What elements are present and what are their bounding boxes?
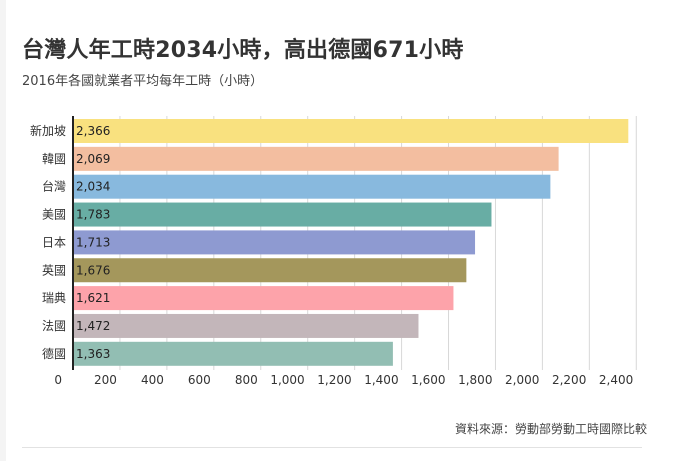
bar — [73, 230, 476, 255]
category-label: 台灣 — [42, 179, 66, 194]
bar — [73, 146, 559, 171]
data-label: 1,621 — [76, 291, 110, 305]
bar — [73, 119, 629, 143]
x-tick-label: 400 — [141, 373, 164, 387]
bottom-divider — [22, 447, 642, 448]
x-tick-label: 0 — [54, 373, 62, 387]
data-label: 2,366 — [76, 124, 110, 138]
left-edge-strip — [0, 0, 6, 461]
data-label: 1,676 — [76, 263, 110, 277]
category-label: 日本 — [42, 235, 66, 249]
bar — [73, 286, 454, 311]
x-tick-label: 1,400 — [364, 373, 398, 387]
category-label: 美國 — [42, 208, 66, 222]
data-label: 1,363 — [76, 347, 110, 361]
data-label: 2,069 — [76, 152, 110, 166]
category-label: 法國 — [42, 319, 66, 333]
x-tick-label: 800 — [235, 373, 258, 387]
x-tick-label: 2,400 — [599, 373, 633, 387]
bar — [73, 202, 492, 227]
data-label: 1,783 — [76, 208, 110, 222]
x-tick-label: 2,000 — [505, 373, 539, 387]
x-tick-label: 1,000 — [270, 373, 304, 387]
x-tick-label: 2,200 — [552, 373, 586, 387]
bar — [73, 258, 467, 283]
x-tick-label: 600 — [188, 373, 211, 387]
source-note: 資料來源：勞動部勞動工時國際比較 — [454, 422, 647, 436]
x-tick-label: 200 — [94, 373, 117, 387]
x-tick-label: 1,800 — [458, 373, 492, 387]
bar — [73, 313, 419, 338]
data-label: 2,034 — [76, 180, 110, 194]
x-tick-label: 1,200 — [317, 373, 351, 387]
bar — [73, 341, 393, 366]
category-label: 瑞典 — [42, 291, 66, 305]
category-label: 德國 — [42, 346, 66, 361]
category-label: 韓國 — [42, 152, 66, 166]
x-tick-label: 1,600 — [411, 373, 445, 387]
category-label: 英國 — [42, 263, 66, 277]
category-label: 新加坡 — [30, 123, 66, 138]
bar — [73, 174, 551, 199]
data-label: 1,713 — [76, 235, 110, 249]
data-label: 1,472 — [76, 319, 110, 333]
chart-title: 台灣人年工時2034小時，高出德國671小時 — [22, 38, 464, 63]
chart-subtitle: 2016年各國就業者平均每年工時（小時） — [22, 74, 264, 89]
